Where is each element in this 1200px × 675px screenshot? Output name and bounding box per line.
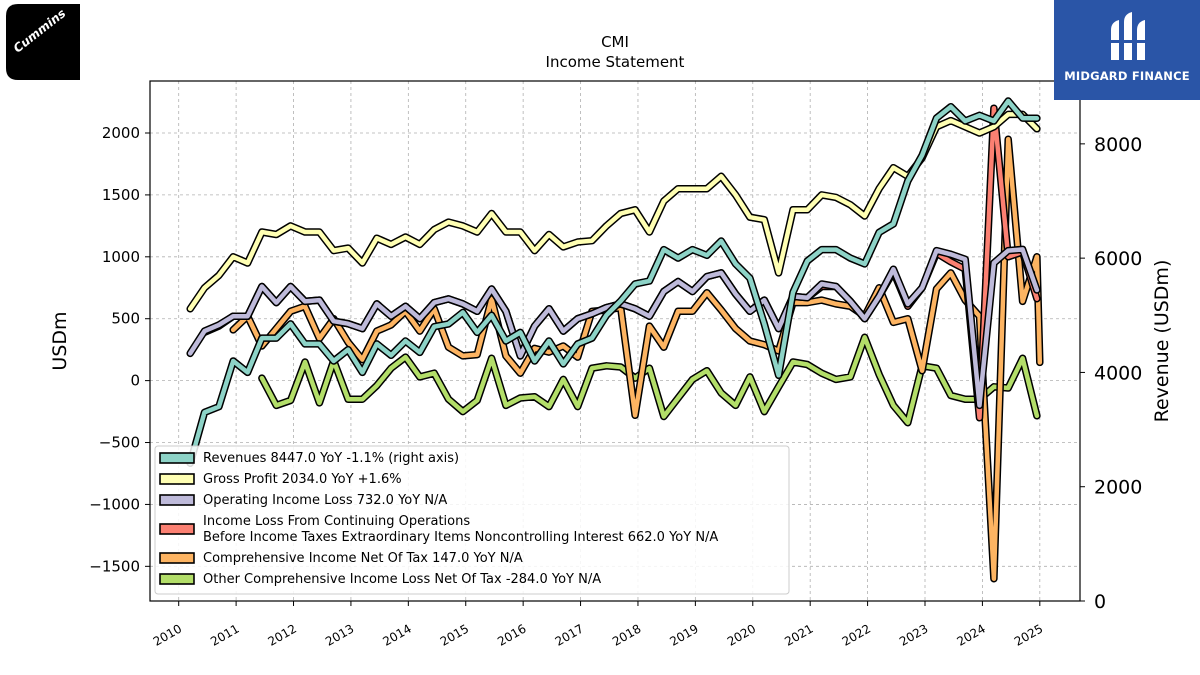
y-right-tick-label: 4000 <box>1094 362 1142 384</box>
y-tick-label: −1500 <box>89 557 140 575</box>
midgard-logo-text: MIDGARD FINANCE <box>1064 69 1190 83</box>
x-tick-label: 2014 <box>380 621 413 648</box>
x-tick-label: 2024 <box>954 621 987 648</box>
y-axis-right-label: Revenue (USDm) <box>1151 260 1173 423</box>
y-tick-label: 2000 <box>102 124 140 142</box>
x-tick-label: 2010 <box>151 621 184 648</box>
legend: Revenues 8447.0 YoY -1.1% (right axis) Gr… <box>154 445 790 595</box>
legend-swatch <box>159 473 195 485</box>
legend-swatch <box>159 573 195 585</box>
cummins-logo-shape <box>6 4 80 80</box>
y-tick-label: −1000 <box>89 495 140 513</box>
legend-swatch <box>159 452 195 464</box>
y-tick-label: 1500 <box>102 186 140 204</box>
plot-frame <box>149 80 1081 602</box>
legend-swatch <box>159 523 195 535</box>
x-tick-label: 2022 <box>840 621 873 648</box>
legend-label: Gross Profit 2034.0 YoY +1.6% <box>203 472 402 487</box>
legend-label: Other Comprehensive Income Loss Net Of T… <box>203 572 601 587</box>
y-tick-label: 0 <box>130 372 140 390</box>
series-outline <box>186 110 1041 313</box>
x-tick-label: 2011 <box>208 621 241 648</box>
y-tick-label: 1000 <box>102 248 140 266</box>
legend-label: Revenues 8447.0 YoY -1.1% (right axis) <box>203 451 459 466</box>
series-line <box>230 136 1043 581</box>
x-tick-label: 2021 <box>782 621 815 648</box>
series-line <box>187 112 1040 312</box>
legend-label: Income Loss From Continuing Operations <box>203 514 470 529</box>
x-tick-label: 2017 <box>553 621 586 648</box>
series-line <box>187 98 1040 466</box>
cummins-logo: Cummins <box>6 4 80 80</box>
legend-swatch <box>159 552 195 564</box>
x-tick-label: 2018 <box>610 621 643 648</box>
x-tick-label: 2013 <box>323 621 356 648</box>
y-tick-label: 500 <box>111 310 140 328</box>
legend-box <box>154 445 790 595</box>
x-tick-label: 2025 <box>1012 621 1045 648</box>
y-right-tick-label: 2000 <box>1094 477 1142 499</box>
x-tick-label: 2015 <box>438 621 471 648</box>
legend-swatch <box>159 494 195 506</box>
x-tick-label: 2019 <box>667 621 700 648</box>
series-line <box>259 335 1040 425</box>
midgard-mark-icon <box>1107 12 1149 60</box>
y-axis-label: USDm <box>49 311 71 370</box>
y-right-tick-label: 0 <box>1094 591 1106 613</box>
series-layer <box>186 97 1044 583</box>
y-tick-label: −500 <box>99 434 140 452</box>
x-tick-label: 2023 <box>897 621 930 648</box>
chart-title: CMI <box>601 33 629 51</box>
legend-label: Comprehensive Income Net Of Tax 147.0 Yo… <box>203 551 523 566</box>
y-right-tick-label: 8000 <box>1094 134 1142 156</box>
chart-subtitle: Income Statement <box>546 53 685 71</box>
x-tick-label: 2012 <box>266 621 299 648</box>
legend-label: Operating Income Loss 732.0 YoY N/A <box>203 493 447 508</box>
x-tick-label: 2020 <box>725 621 758 648</box>
x-tick-label: 2016 <box>495 621 528 648</box>
y-right-tick-label: 6000 <box>1094 248 1142 270</box>
legend-label: Before Income Taxes Extraordinary Items … <box>203 530 718 545</box>
midgard-finance-logo: MIDGARD FINANCE <box>1054 0 1200 100</box>
